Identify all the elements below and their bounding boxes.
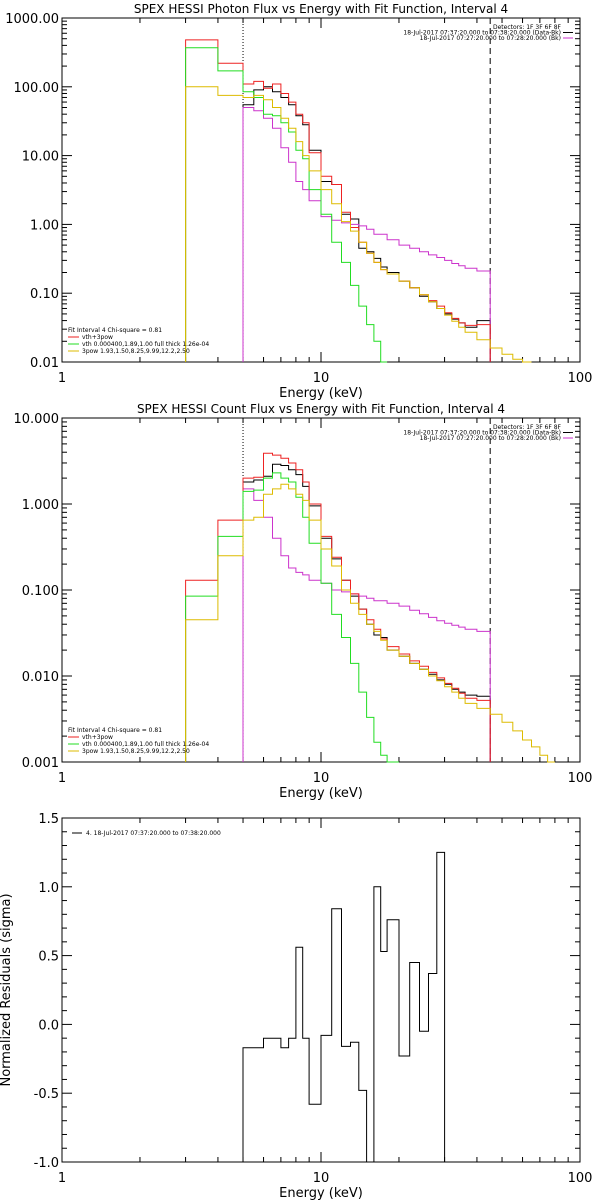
legend-right-entry: Detectors: 1F 3F 6F 8F (493, 424, 562, 431)
legend-left-entry: vth 0.000400,1.89,1.00 full thick 1.26e-… (82, 741, 209, 748)
series-line-5 (185, 483, 555, 763)
series-line-3 (185, 452, 491, 762)
y-tick-label: -1.0 (34, 1156, 59, 1171)
legend-right-entry: Detectors: 1F 3F 6F 8F (493, 24, 562, 31)
y-tick-label: 0.10 (30, 287, 59, 302)
legend-right-entry: 18-Jul-2017 07:27:20.000 to 07:28:20.000… (420, 35, 561, 42)
series-line-1 (242, 851, 446, 1163)
y-tick-label: 10.000 (14, 412, 60, 427)
y-axis-label: Normalized Residuals (sigma) (0, 893, 14, 1086)
series-line-2 (242, 107, 491, 362)
y-tick-label: 10.00 (22, 150, 59, 165)
y-tick-label: -0.5 (34, 1087, 59, 1102)
y-tick-label: 0.01 (30, 356, 59, 371)
panel-3: 1 10 100 -1.0 -0.5 0.0 0.5 1.0 1.5 Energy (keV) No… (0, 812, 593, 1201)
x-tick-label: 100 (568, 371, 593, 386)
panel-2: SPEX HESSI Count Flux vs Energy with Fit… (14, 402, 593, 801)
legend-left-entry: vth+3pow (82, 334, 113, 341)
plot-frame (61, 817, 581, 1163)
x-tick-label: 1 (58, 1171, 66, 1186)
y-tick-label: 1.00 (30, 218, 59, 233)
legend-right-entry: 18-Jul-2017 07:37:20.000 to 07:38:20.000… (403, 430, 561, 437)
y-tick-label: 0.0 (38, 1018, 59, 1033)
y-tick-label: 1000.00 (5, 12, 59, 27)
legend-left-entry: vth 0.000400,1.89,1.00 full thick 1.26e-… (82, 341, 209, 348)
y-tick-label: 1.5 (38, 812, 59, 827)
panel-1: SPEX HESSI Photon Flux vs Energy with Fi… (5, 2, 592, 401)
legend-right-entry: 18-Jul-2017 07:27:20.000 to 07:28:20.000… (420, 435, 561, 442)
y-tick-label: 0.5 (38, 950, 59, 965)
x-tick-label: 10 (313, 771, 330, 786)
legend-left-entry: 3pow 1.93,1.50,8.25,9.99,12.2,2.50 (82, 348, 190, 355)
legend-entry: 4. 18-Jul-2017 07:37:20.000 to 07:38:20.… (86, 830, 221, 837)
x-tick-label: 100 (568, 771, 593, 786)
y-tick-label: 0.001 (22, 756, 59, 771)
chart-title: SPEX HESSI Photon Flux vs Energy with Fi… (134, 2, 508, 16)
legend-left-entry: 3pow 1.93,1.50,8.25,9.99,12.2,2.50 (82, 748, 190, 755)
series-line-4 (185, 47, 388, 363)
legend-left-entry: vth+3pow (82, 734, 113, 741)
x-tick-label: 1 (58, 771, 66, 786)
y-tick-label: 1.000 (22, 498, 59, 513)
legend-left-entry: Fit Interval 4 Chi-square = 0.81 (68, 327, 162, 334)
x-tick-label: 10 (313, 1171, 330, 1186)
y-tick-label: 0.100 (22, 584, 59, 599)
legend-left-entry: Fit Interval 4 Chi-square = 0.81 (68, 727, 162, 734)
x-tick-label: 10 (313, 371, 330, 386)
y-tick-label: 0.010 (22, 670, 59, 685)
legend-right-entry: 18-Jul-2017 07:37:20.000 to 07:38:20.000… (403, 30, 561, 37)
plot-frame (61, 417, 581, 763)
series-line-2 (242, 488, 491, 762)
x-axis-label: Energy (keV) (279, 1186, 363, 1200)
x-tick-label: 100 (568, 1171, 593, 1186)
x-axis-label: Energy (keV) (279, 386, 363, 401)
x-tick-label: 1 (58, 371, 66, 386)
y-tick-label: 1.0 (38, 881, 59, 896)
series-line-5 (185, 86, 532, 363)
x-axis-label: Energy (keV) (279, 786, 363, 801)
y-tick-label: 100.00 (14, 81, 60, 96)
chart-title: SPEX HESSI Count Flux vs Energy with Fit… (137, 402, 505, 416)
